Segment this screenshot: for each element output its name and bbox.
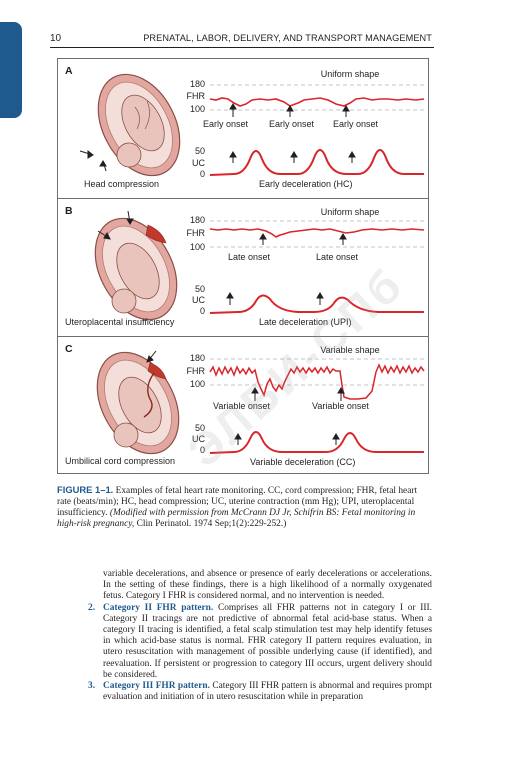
uc-trace (209, 294, 424, 314)
fhr-axis-top: 180 (189, 79, 205, 89)
uc-arrows (229, 151, 356, 163)
uterus-illustration (97, 73, 181, 177)
figure-label: FIGURE 1–1. (57, 484, 114, 495)
figure-caption: FIGURE 1–1. Examples of fetal heart rate… (57, 484, 433, 530)
onset-label: Early onset (333, 119, 379, 129)
fhr-trace (209, 97, 425, 107)
onset-label: Early onset (269, 119, 315, 129)
fhr-axis-bottom: 100 (189, 379, 205, 389)
fhr-trace (209, 228, 425, 238)
uc-trace (209, 431, 424, 454)
list-text: Comprises all FHR patterns not in catego… (103, 602, 432, 680)
panel-letter: A (65, 65, 73, 77)
deceleration-caption: Early deceleration (HC) (259, 179, 353, 189)
panel-b-illustration (94, 210, 425, 321)
running-title: PRENATAL, LABOR, DELIVERY, AND TRANSPORT… (143, 33, 432, 43)
uterus-caption: Head compression (84, 179, 160, 189)
compression-arrows (79, 149, 107, 172)
panel-b: B (58, 198, 428, 336)
panel-letter: C (65, 343, 73, 355)
chapter-thumb-tab (0, 22, 22, 118)
onset-label: Variable onset (213, 401, 270, 411)
uc-axis-label: UC (192, 158, 205, 168)
uterus-illustration (94, 217, 178, 321)
list-heading: Category III FHR pattern. (103, 681, 210, 692)
fhr-gridlines (210, 220, 424, 248)
compression-arrows (97, 210, 134, 240)
list-heading: Category II FHR pattern. (103, 602, 214, 613)
onset-label: Early onset (203, 119, 249, 129)
figure-1-1: A (57, 58, 429, 474)
fhr-axis-label: FHR (186, 366, 206, 376)
uc-arrows (226, 292, 324, 305)
list-number: 2. (88, 602, 96, 613)
fhr-gridlines (210, 358, 424, 386)
deceleration-caption: Late deceleration (UPI) (259, 317, 352, 327)
caption-text: Examples of fetal heart rate monitoring.… (57, 486, 418, 518)
fhr-trace (209, 363, 425, 400)
uterus-illustration (96, 351, 180, 455)
uc-axis-top: 50 (194, 423, 205, 433)
shape-title: Uniform shape (320, 207, 380, 217)
shape-title: Uniform shape (320, 69, 380, 79)
fhr-axis-top: 180 (189, 215, 205, 225)
onset-arrows (259, 233, 347, 245)
panel-c: C (58, 336, 428, 473)
uc-axis-top: 50 (194, 146, 205, 156)
uc-axis-label: UC (192, 434, 205, 444)
fhr-axis-bottom: 100 (189, 242, 205, 252)
deceleration-caption: Variable deceleration (CC) (250, 457, 356, 467)
uc-axis-bottom: 0 (199, 445, 205, 455)
uc-arrows (234, 433, 340, 445)
fhr-axis-top: 180 (189, 353, 205, 363)
onset-label: Late onset (316, 252, 359, 262)
fhr-gridlines (210, 84, 424, 111)
uc-axis-label: UC (192, 295, 205, 305)
onset-arrows (229, 103, 350, 117)
uc-axis-bottom: 0 (199, 306, 205, 316)
caption-credit: Clin Perinatol. 1974 Sep;1(2):229-252.) (134, 519, 287, 529)
shape-title: Variable shape (320, 345, 380, 355)
page-header: 10 PRENATAL, LABOR, DELIVERY, AND TRANSP… (50, 33, 434, 48)
continuation-paragraph: variable decelerations, and absence or p… (103, 569, 432, 602)
onset-arrows (251, 387, 345, 401)
list-item: 3. Category III FHR pattern. Category II… (86, 681, 432, 703)
list-number: 3. (88, 681, 96, 692)
panel-letter: B (65, 205, 73, 217)
uterus-caption: Uteroplacental insufficiency (65, 317, 175, 327)
fhr-axis-label: FHR (186, 91, 206, 101)
list-text: Category III FHR pattern is abnormal and… (103, 681, 432, 703)
onset-label: Late onset (228, 252, 271, 262)
onset-label: Variable onset (312, 401, 369, 411)
list-item: 2. Category II FHR pattern. Comprises al… (86, 603, 432, 681)
uc-trace (209, 149, 424, 176)
panel-a: A (58, 59, 428, 198)
uterus-caption: Umbilical cord compression (65, 456, 176, 466)
caption-credit-italic: (Modified with permission from McCrann D… (57, 508, 416, 529)
fhr-axis-bottom: 100 (189, 104, 205, 114)
uc-axis-top: 50 (194, 284, 205, 294)
fhr-axis-label: FHR (186, 228, 206, 238)
panel-a-illustration (79, 73, 425, 177)
body-text: variable decelerations, and absence or p… (86, 569, 432, 703)
panel-c-illustration (96, 350, 425, 455)
uc-axis-bottom: 0 (199, 169, 205, 179)
compression-arrows (146, 350, 157, 363)
page-number: 10 (50, 33, 62, 44)
